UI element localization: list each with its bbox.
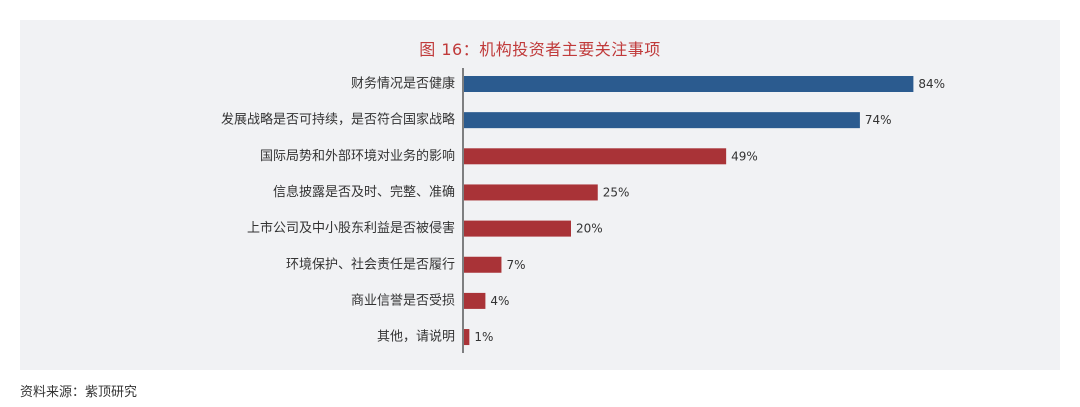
bar [464, 256, 502, 273]
category-label: 发展战略是否可持续，是否符合国家战略 [221, 112, 455, 128]
bar [464, 148, 727, 165]
bar [464, 220, 571, 237]
value-label: 7% [506, 258, 525, 272]
source-note: 资料来源：紫顶研究 [20, 385, 138, 400]
category-label: 信息披露是否及时、完整、准确 [273, 184, 455, 200]
bar [464, 292, 486, 309]
value-label: 49% [731, 149, 758, 163]
value-label: 1% [474, 330, 493, 344]
category-label: 其他，请说明 [377, 330, 455, 345]
category-label: 国际局势和外部环境对业务的影响 [260, 148, 455, 164]
value-label: 84% [918, 77, 945, 91]
bar [464, 329, 470, 346]
category-label: 商业信誉是否受损 [351, 293, 455, 308]
bar [464, 112, 860, 129]
bar [464, 184, 598, 201]
category-label: 环境保护、社会责任是否履行 [286, 256, 455, 272]
value-label: 4% [490, 294, 509, 308]
value-label: 25% [603, 185, 630, 199]
value-label: 74% [865, 113, 892, 127]
category-label: 上市公司及中小股东利益是否被侵害 [247, 220, 455, 236]
bar-chart: 财务情况是否健康 84% 发展战略是否可持续，是否符合国家战略 74% 国际局势和外部环… [221, 68, 945, 354]
chart-panel: 图 16：机构投资者主要关注事项 财务情况是否健康 84% 发展战略是否可持续，是否… [20, 20, 1060, 370]
category-label: 财务情况是否健康 [351, 76, 455, 92]
value-label: 20% [576, 222, 603, 236]
chart-title: 图 16：机构投资者主要关注事项 [419, 40, 661, 59]
bar [464, 76, 914, 92]
